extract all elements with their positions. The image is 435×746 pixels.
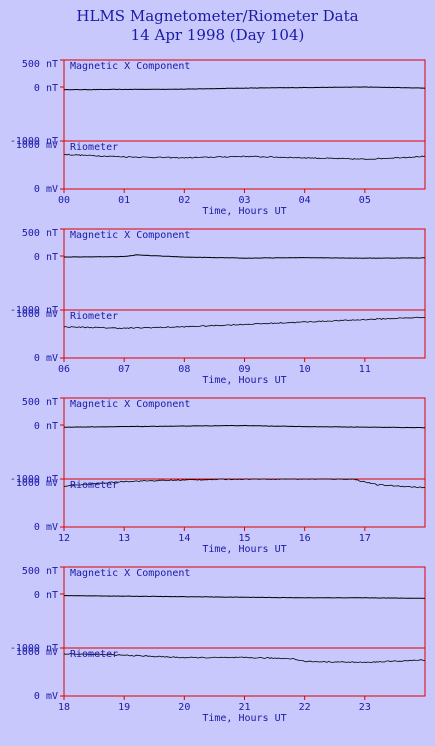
plot-label: Magnetic X Component bbox=[70, 568, 190, 579]
data-series-trace bbox=[63, 653, 425, 664]
x-tick-label: 04 bbox=[299, 195, 311, 206]
x-tick-label: 20 bbox=[178, 702, 190, 713]
x-axis-label: Time, Hours UT bbox=[202, 206, 286, 217]
y-tick-label: 500 nT bbox=[22, 228, 58, 239]
x-tick-label: 11 bbox=[359, 364, 371, 375]
y-tick-label: -1000 nT bbox=[10, 136, 58, 147]
plot-label: Magnetic X Component bbox=[70, 399, 190, 410]
y-tick-label: -1000 nT bbox=[10, 474, 58, 485]
chart-panel-2 bbox=[60, 397, 426, 531]
x-axis-label: Time, Hours UT bbox=[202, 544, 286, 555]
data-series-trace bbox=[63, 153, 426, 160]
data-series-trace bbox=[63, 86, 426, 91]
chart-panel-0 bbox=[60, 59, 426, 193]
x-axis-label: Time, Hours UT bbox=[202, 713, 286, 724]
y-tick-label: 1000 mV bbox=[16, 140, 58, 151]
x-tick-label: 10 bbox=[299, 364, 311, 375]
x-tick-label: 00 bbox=[58, 195, 70, 206]
y-tick-label: 500 nT bbox=[22, 397, 58, 408]
plot-frame bbox=[63, 228, 426, 311]
x-tick-label: 08 bbox=[178, 364, 190, 375]
x-tick-label: 12 bbox=[58, 533, 70, 544]
x-tick-label: 06 bbox=[58, 364, 70, 375]
x-tick-label: 03 bbox=[238, 195, 250, 206]
plot-label: Magnetic X Component bbox=[70, 61, 190, 72]
plot-label: Riometer bbox=[70, 649, 118, 660]
x-tick-label: 09 bbox=[238, 364, 250, 375]
plot-label: Riometer bbox=[70, 311, 118, 322]
y-tick-label: 0 nT bbox=[34, 83, 58, 94]
x-tick-label: 18 bbox=[58, 702, 70, 713]
y-tick-label: 1000 mV bbox=[16, 647, 58, 658]
chart-panel-1 bbox=[60, 228, 426, 362]
x-tick-label: 21 bbox=[238, 702, 250, 713]
x-tick-label: 13 bbox=[118, 533, 130, 544]
y-tick-label: 0 mV bbox=[34, 353, 58, 364]
y-tick-label: 0 nT bbox=[34, 590, 58, 601]
plot-frame bbox=[63, 397, 426, 480]
x-tick-label: 01 bbox=[118, 195, 130, 206]
x-tick-label: 07 bbox=[118, 364, 130, 375]
page-title: HLMS Magnetometer/Riometer Data bbox=[76, 7, 359, 25]
x-axis-label: Time, Hours UT bbox=[202, 375, 286, 386]
y-tick-label: 500 nT bbox=[22, 566, 58, 577]
y-tick-label: 0 nT bbox=[34, 421, 58, 432]
x-tick-label: 15 bbox=[238, 533, 250, 544]
x-tick-label: 23 bbox=[359, 702, 371, 713]
x-tick-label: 02 bbox=[178, 195, 190, 206]
plot-label: Magnetic X Component bbox=[70, 230, 190, 241]
y-tick-label: 0 nT bbox=[34, 252, 58, 263]
y-tick-label: 0 mV bbox=[34, 522, 58, 533]
data-series-trace bbox=[63, 424, 426, 429]
x-tick-label: 22 bbox=[299, 702, 311, 713]
x-tick-label: 14 bbox=[178, 533, 190, 544]
y-tick-label: 0 mV bbox=[34, 184, 58, 195]
x-tick-label: 05 bbox=[359, 195, 371, 206]
x-tick-label: 16 bbox=[299, 533, 311, 544]
data-series-trace bbox=[63, 254, 425, 259]
y-tick-label: -1000 nT bbox=[10, 643, 58, 654]
plot-label: Riometer bbox=[70, 480, 118, 491]
data-series-trace bbox=[63, 478, 426, 489]
chart-panel-3 bbox=[60, 566, 426, 700]
page-subtitle: 14 Apr 1998 (Day 104) bbox=[130, 26, 305, 44]
y-tick-label: -1000 nT bbox=[10, 305, 58, 316]
plot-label: Riometer bbox=[70, 142, 118, 153]
y-tick-label: 1000 mV bbox=[16, 478, 58, 489]
x-tick-label: 19 bbox=[118, 702, 130, 713]
y-tick-label: 1000 mV bbox=[16, 309, 58, 320]
data-series-trace bbox=[63, 594, 426, 599]
plot-frame bbox=[63, 59, 426, 142]
y-tick-label: 500 nT bbox=[22, 59, 58, 70]
data-series-trace bbox=[63, 316, 426, 330]
x-tick-label: 17 bbox=[359, 533, 371, 544]
y-tick-label: 0 mV bbox=[34, 691, 58, 702]
plot-frame bbox=[63, 566, 426, 649]
